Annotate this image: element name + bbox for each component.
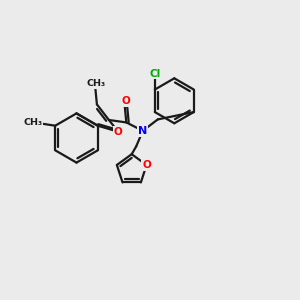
Text: Cl: Cl <box>149 69 160 79</box>
Text: O: O <box>142 160 151 170</box>
Text: N: N <box>138 126 147 136</box>
Text: O: O <box>121 96 130 106</box>
Text: CH₃: CH₃ <box>86 79 106 88</box>
Text: CH₃: CH₃ <box>23 118 43 127</box>
Text: O: O <box>114 127 123 137</box>
